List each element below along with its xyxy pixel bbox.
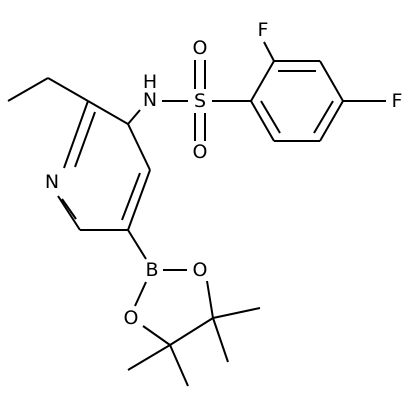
bonds <box>7 41 386 387</box>
atom: S <box>194 90 206 112</box>
atom: F <box>258 19 269 41</box>
atom: B <box>145 259 158 281</box>
atom: O <box>193 141 208 163</box>
atom: N <box>45 171 59 193</box>
atom: F <box>392 90 403 112</box>
atom: O <box>193 259 208 281</box>
atom: O <box>124 307 139 329</box>
atom: N <box>143 89 157 111</box>
atom-labels: F F S O O N H N B O O <box>45 19 403 329</box>
atom: O <box>193 37 208 59</box>
atom: H <box>143 71 157 93</box>
